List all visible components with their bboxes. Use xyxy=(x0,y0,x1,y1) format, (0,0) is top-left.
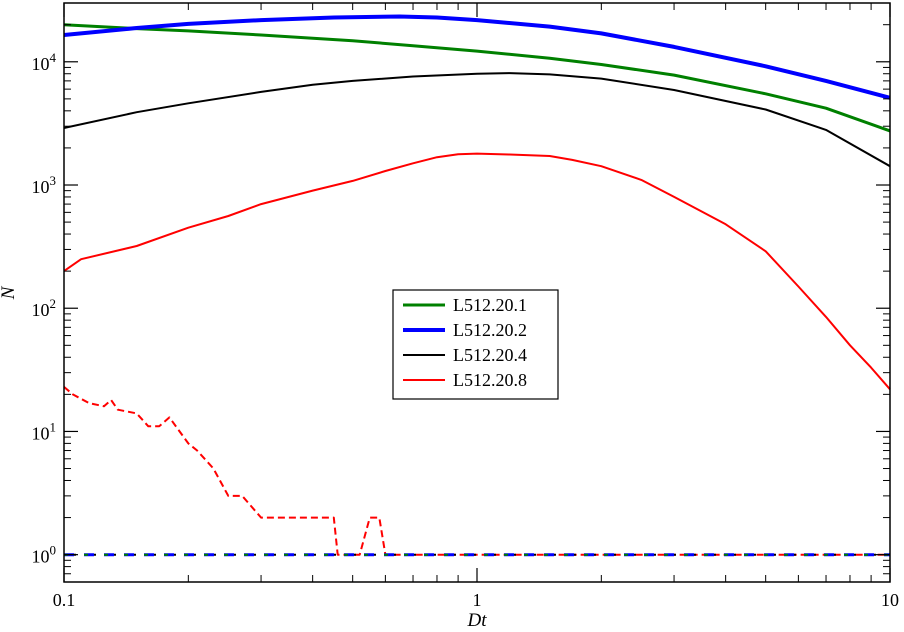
y-tick-label: 104 xyxy=(32,50,57,74)
legend-label: L512.20.4 xyxy=(453,345,527,365)
ticks-layer xyxy=(63,2,891,583)
series-line-0 xyxy=(63,23,891,133)
x-tick-label: 0.1 xyxy=(53,590,76,610)
series-line-1 xyxy=(63,14,891,100)
y-axis-label: N xyxy=(0,285,19,300)
legend: L512.20.1 L512.20.2 L512.20.4 L512.20.8 xyxy=(392,289,559,400)
series-line-3 xyxy=(63,152,891,390)
y-tick-label: 101 xyxy=(32,419,57,443)
legend-label: L512.20.2 xyxy=(453,320,527,340)
legend-label: L512.20.8 xyxy=(453,370,527,390)
series-line-4 xyxy=(63,386,890,556)
y-tick-label: 100 xyxy=(32,543,57,567)
y-tick-label: 102 xyxy=(32,296,57,320)
series-layer xyxy=(63,14,891,557)
x-tick-label: 1 xyxy=(473,590,482,610)
x-axis-label: Dt xyxy=(467,610,488,631)
legend-label: L512.20.1 xyxy=(453,295,527,315)
x-tick-label: 10 xyxy=(881,590,899,610)
tick-labels: 0.1 1 10 100 101 102 103 104 xyxy=(32,50,900,610)
y-tick-label: 103 xyxy=(32,173,57,197)
series-line-2 xyxy=(63,72,891,168)
